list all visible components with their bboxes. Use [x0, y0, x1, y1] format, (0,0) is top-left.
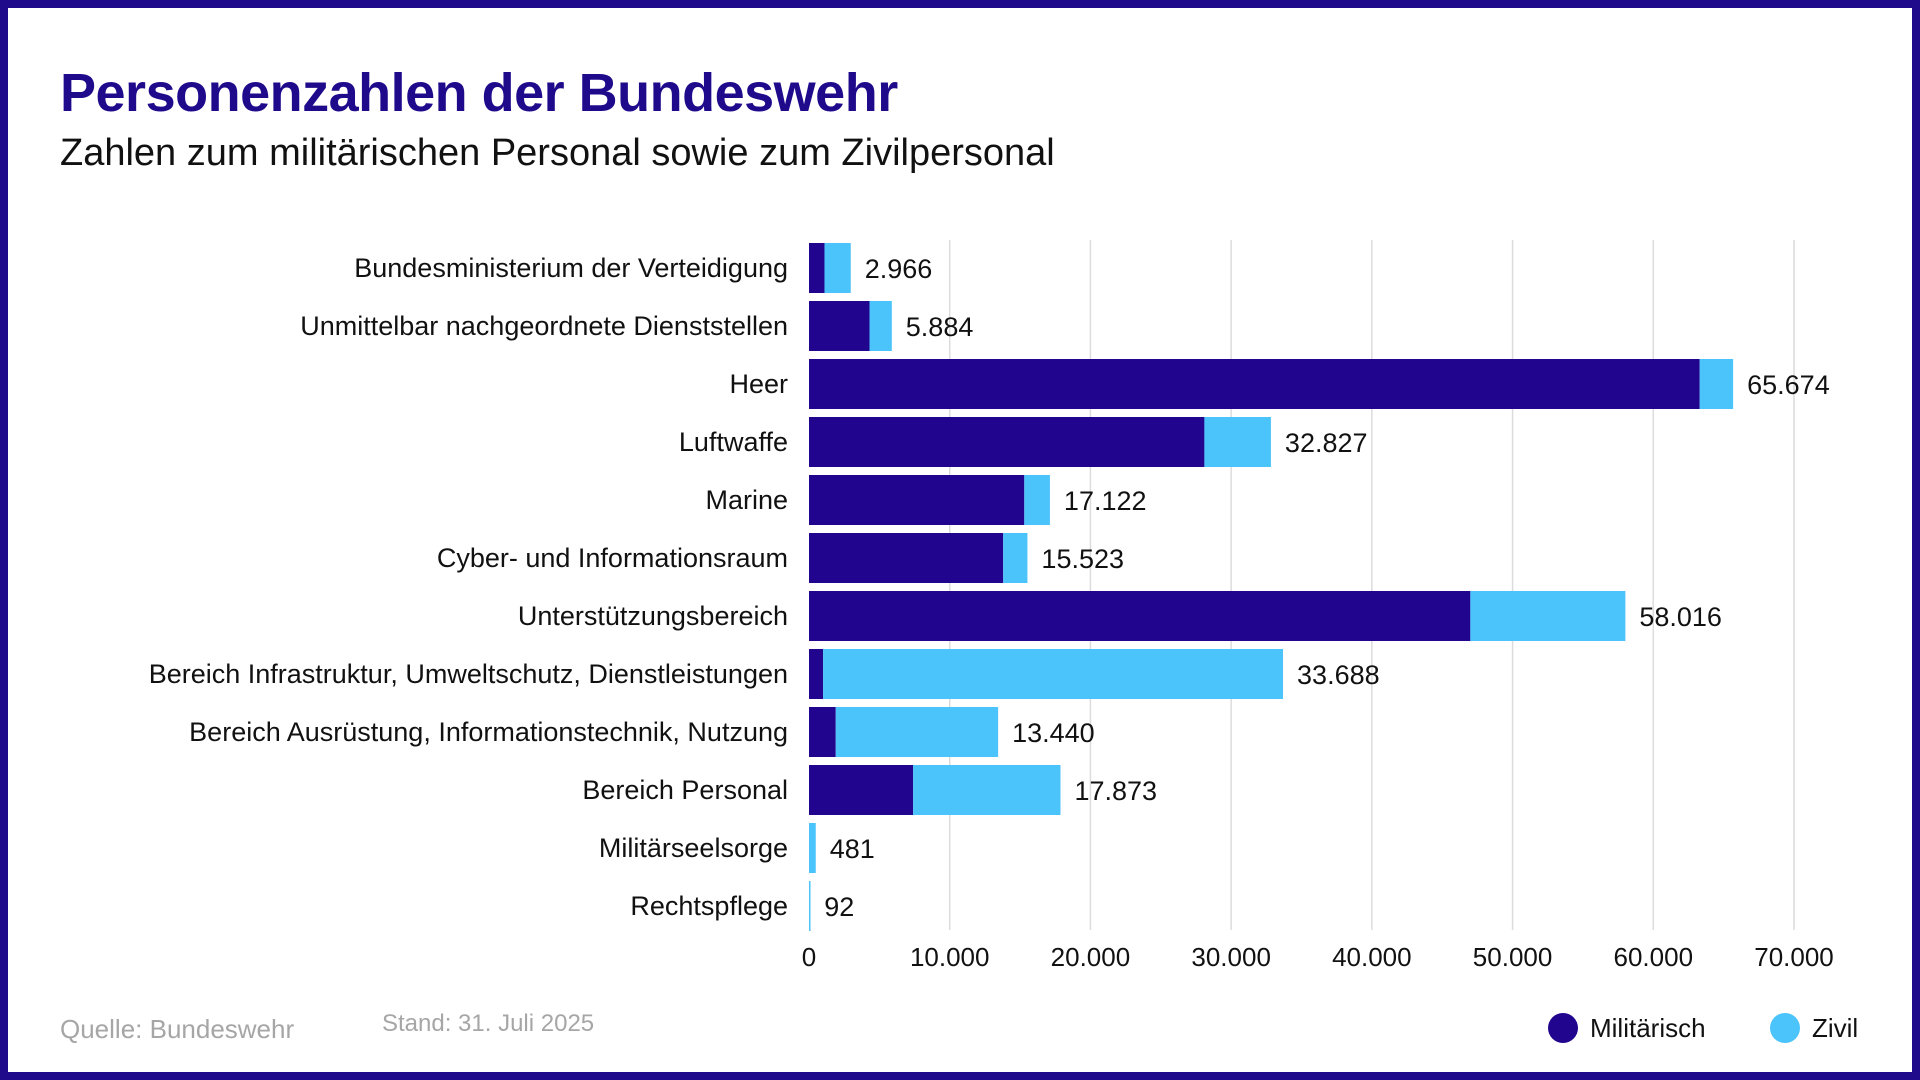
- x-tick-label: 10.000: [910, 942, 990, 972]
- bar-segment-civil: [1024, 475, 1050, 525]
- bar-segment-civil: [1699, 359, 1734, 409]
- bar-segment-military: [809, 649, 824, 699]
- x-tick-label: 30.000: [1191, 942, 1271, 972]
- total-label: 17.873: [1074, 776, 1157, 806]
- category-label: Heer: [729, 369, 788, 399]
- gridlines: [948, 240, 1795, 930]
- total-label: 92: [824, 892, 854, 922]
- total-label: 17.122: [1064, 486, 1147, 516]
- category-label: Bereich Ausrüstung, Informationstechnik,…: [189, 717, 788, 747]
- bar-segment-civil: [835, 707, 999, 757]
- bar-segment-civil: [823, 649, 1284, 699]
- total-label: 65.674: [1747, 370, 1830, 400]
- x-tick-label: 40.000: [1332, 942, 1412, 972]
- bar-segment-civil: [1470, 591, 1626, 641]
- category-label: Bereich Personal: [582, 775, 788, 805]
- x-tick-label: 60.000: [1614, 942, 1694, 972]
- bar-segment-military: [809, 533, 1004, 583]
- bar-segment-military: [809, 417, 1205, 467]
- total-label: 481: [830, 834, 875, 864]
- bars: [809, 243, 1734, 931]
- bar-segment-military: [809, 591, 1471, 641]
- category-label: Bundesministerium der Verteidigung: [354, 253, 788, 283]
- category-label: Marine: [705, 485, 788, 515]
- bar-segment-military: [809, 707, 836, 757]
- total-label: 32.827: [1285, 428, 1368, 458]
- x-tick-label: 50.000: [1473, 942, 1553, 972]
- total-label: 13.440: [1012, 718, 1095, 748]
- x-tick-label: 0: [802, 942, 816, 972]
- chart-title: Personenzahlen der Bundeswehr: [60, 63, 898, 123]
- bar-segment-civil: [1003, 533, 1028, 583]
- date-note: Stand: 31. Juli 2025: [382, 1010, 595, 1037]
- category-label: Luftwaffe: [679, 427, 788, 457]
- bar-segment-civil: [1204, 417, 1271, 467]
- category-label: Rechtspflege: [630, 891, 788, 921]
- category-label: Militärseelsorge: [599, 833, 788, 863]
- chart-subtitle: Zahlen zum militärischen Personal sowie …: [60, 132, 1055, 174]
- total-label: 15.523: [1041, 544, 1124, 574]
- bar-segment-civil: [809, 881, 811, 931]
- legend-swatch-military: [1548, 1013, 1578, 1043]
- category-label: Unterstützungsbereich: [518, 601, 788, 631]
- legend-item-military: Militärisch: [1548, 1010, 1706, 1046]
- total-label: 5.884: [906, 312, 974, 342]
- x-axis-ticks: 0 10.000 20.000 30.000 40.000 50.000 60.000 70.…: [802, 942, 1834, 972]
- legend-label-military: Militärisch: [1590, 1012, 1706, 1043]
- category-labels: Bundesministerium der Verteidigung Unmitt…: [149, 253, 788, 921]
- bar-segment-military: [809, 359, 1700, 409]
- legend-swatch-civil: [1770, 1013, 1800, 1043]
- bar-segment-military: [809, 475, 1025, 525]
- legend-label-civil: Zivil: [1812, 1012, 1859, 1043]
- total-label: 58.016: [1639, 602, 1722, 632]
- bar-segment-military: [809, 301, 870, 351]
- bar-segment-civil: [824, 243, 851, 293]
- bar-segment-civil: [869, 301, 892, 351]
- x-tick-label: 20.000: [1051, 942, 1131, 972]
- source-note: Quelle: Bundeswehr: [60, 1014, 295, 1044]
- bar-segment-civil: [913, 765, 1061, 815]
- x-tick-label: 70.000: [1754, 942, 1834, 972]
- total-label: 2.966: [865, 254, 933, 284]
- category-label: Cyber- und Informationsraum: [437, 543, 788, 573]
- legend-item-civil: Zivil: [1770, 1010, 1858, 1046]
- bar-segment-military: [809, 765, 914, 815]
- bar-segment-civil: [809, 823, 816, 873]
- total-labels: 2.966 5.884 65.674 32.827 17.122 15.523 58.016…: [824, 254, 1829, 922]
- bar-segment-military: [809, 243, 825, 293]
- category-label: Unmittelbar nachgeordnete Dienststellen: [300, 311, 788, 341]
- total-label: 33.688: [1297, 660, 1380, 690]
- category-label: Bereich Infrastruktur, Umweltschutz, Die…: [149, 659, 788, 689]
